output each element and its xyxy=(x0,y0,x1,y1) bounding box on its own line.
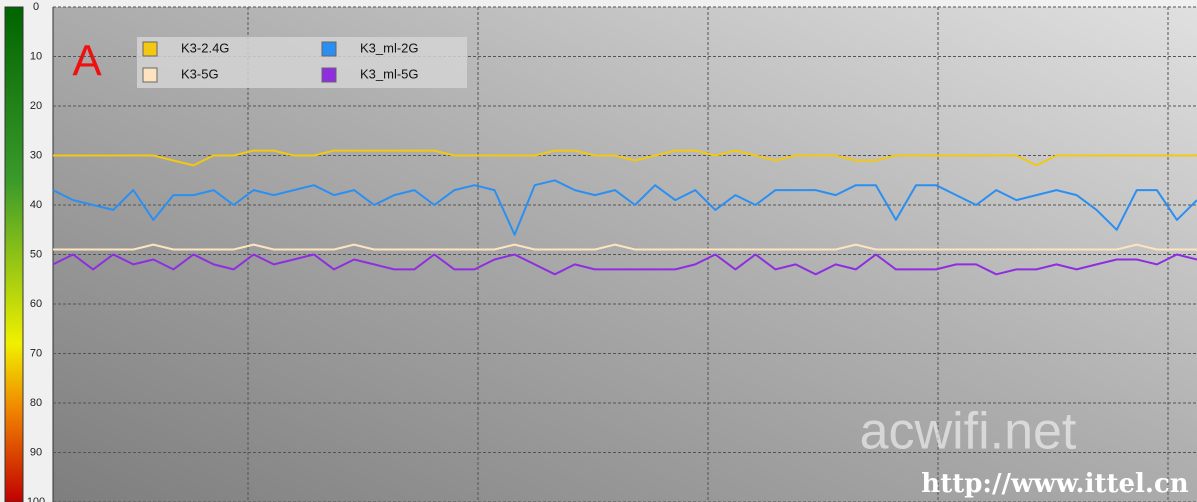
series-line xyxy=(52,253,1197,276)
legend-label: K3-5G xyxy=(181,66,219,81)
series-line xyxy=(53,149,1197,167)
legend-label: K3-2.4G xyxy=(181,40,229,55)
y-tick-label: 50 xyxy=(30,248,42,260)
y-tick-label: 10 xyxy=(30,50,42,62)
legend xyxy=(137,37,467,88)
y-tick-label: 0 xyxy=(33,1,39,13)
watermark: http://www.ittel.cn xyxy=(921,469,1188,499)
signal-scale xyxy=(4,6,24,502)
y-tick-label: 60 xyxy=(30,298,42,310)
y-tick-label: 30 xyxy=(30,149,42,161)
series-line xyxy=(53,243,1197,251)
y-tick-label: 40 xyxy=(30,199,42,211)
legend-swatch xyxy=(321,41,337,57)
y-tick-label: 100 xyxy=(27,496,45,502)
legend-swatch xyxy=(142,41,158,57)
legend-label: K3_ml-2G xyxy=(360,40,419,55)
series-line xyxy=(52,179,1197,236)
legend-swatch xyxy=(321,67,337,83)
y-tick-label: 20 xyxy=(30,100,42,112)
y-tick-label: 80 xyxy=(30,397,42,409)
y-tick-label: 90 xyxy=(30,446,42,458)
legend-label: K3_ml-5G xyxy=(360,66,419,81)
annotation: A xyxy=(72,37,102,86)
legend-swatch xyxy=(142,67,158,83)
y-tick-label: 70 xyxy=(30,347,42,359)
watermark: acwifi.net xyxy=(860,403,1077,461)
